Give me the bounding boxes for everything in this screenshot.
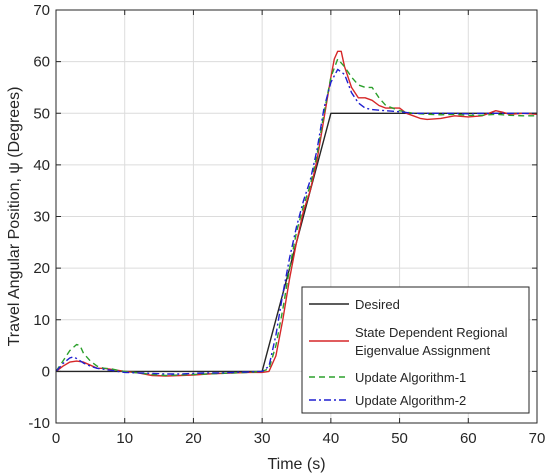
axis-ticks bbox=[55, 9, 538, 424]
legend: Desired State Dependent Regional Eigenvalu… bbox=[301, 286, 530, 414]
x-tick-label: 50 bbox=[391, 430, 408, 447]
legend-box bbox=[301, 286, 530, 414]
legend-label-2-line-2: Eigenvalue Assignment bbox=[355, 343, 491, 358]
x-axis-label: Time (s) bbox=[267, 456, 325, 473]
legend-label-2-line-1: State Dependent Regional bbox=[355, 325, 508, 340]
y-tick-label: 20 bbox=[33, 260, 50, 277]
y-tick-label: 50 bbox=[33, 105, 50, 122]
x-tick-label: 30 bbox=[254, 430, 271, 447]
y-tick-label: 0 bbox=[42, 363, 50, 380]
x-tick-label: 10 bbox=[116, 430, 133, 447]
legend-label-1: Desired bbox=[355, 297, 400, 312]
y-tick-label: 70 bbox=[33, 2, 50, 19]
x-tick-label: 20 bbox=[185, 430, 202, 447]
y-tick-label: -10 bbox=[28, 415, 50, 432]
y-axis-label: Travel Angular Position, ψ (Degrees) bbox=[6, 87, 23, 347]
y-tick-label: 40 bbox=[33, 157, 50, 174]
y-tick-label: 10 bbox=[33, 312, 50, 329]
y-tick-label: 30 bbox=[33, 209, 50, 226]
series-lines bbox=[55, 50, 538, 377]
x-tick-label: 60 bbox=[460, 430, 477, 447]
series-line-2 bbox=[55, 50, 538, 377]
x-tick-label: 70 bbox=[529, 430, 546, 447]
legend-label-3: Update Algorithm-1 bbox=[355, 370, 466, 385]
x-tick-label: 0 bbox=[52, 430, 60, 447]
y-tick-label: 60 bbox=[33, 54, 50, 71]
series-line-4 bbox=[55, 68, 537, 375]
x-tick-label: 40 bbox=[323, 430, 340, 447]
legend-label-4: Update Algorithm-2 bbox=[355, 393, 466, 408]
